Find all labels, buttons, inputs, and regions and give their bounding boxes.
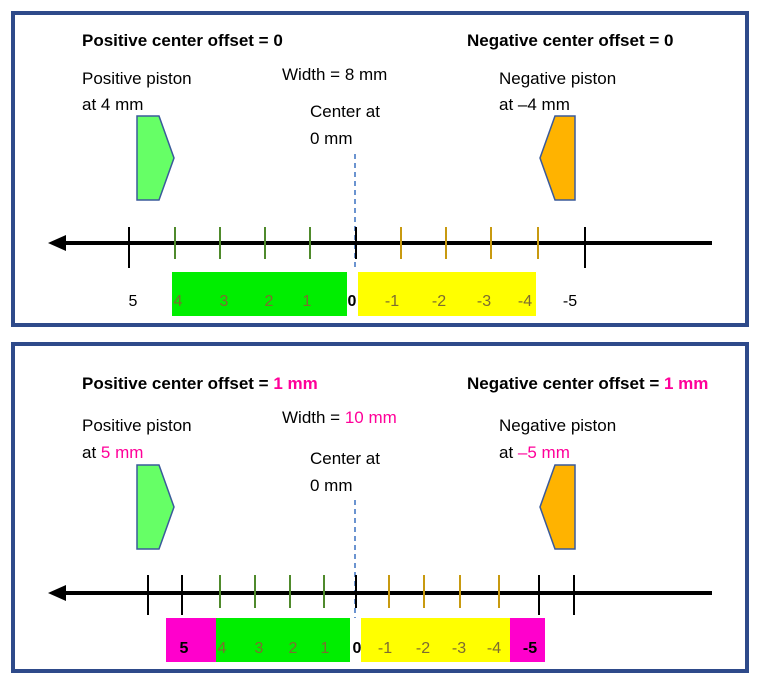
positive-offset-heading: Positive center offset = 0 — [82, 31, 283, 50]
scale-label-4: 4 — [218, 640, 227, 657]
width-label: Width = 8 mm — [282, 65, 387, 84]
scale-label-neg2: -2 — [416, 640, 430, 657]
axis-ticks — [128, 227, 586, 268]
center-label: Center at — [310, 102, 380, 121]
scale-label-4: 4 — [174, 293, 183, 310]
panel-frame — [11, 342, 749, 673]
negative-piston-label: Negative piston — [499, 69, 616, 88]
scale-label-neg3: -3 — [477, 293, 491, 310]
scale-label-neg1: -1 — [378, 640, 392, 657]
positive-extension-bar — [166, 618, 216, 662]
positive-piston-shape — [136, 464, 175, 550]
positive-piston-label: Positive piston — [82, 416, 192, 435]
positive-range-bar — [172, 272, 347, 316]
axis-arrowhead — [48, 585, 66, 601]
positive-piston-label: Positive piston — [82, 69, 192, 88]
positive-offset-heading: Positive center offset = 1 mm — [82, 374, 318, 393]
negative-offset-heading: Negative center offset = 1 mm — [467, 374, 708, 393]
axis-arrowhead — [48, 235, 66, 251]
scale-label-2: 2 — [289, 640, 298, 657]
negative-piston-shape — [539, 464, 576, 550]
scale-label-neg5: -5 — [523, 640, 537, 657]
scale-label-5: 5 — [129, 293, 138, 310]
width-label: Width = 10 mm — [282, 408, 397, 427]
scale-label-neg3: -3 — [452, 640, 466, 657]
axis-ticks — [147, 575, 575, 615]
negative-piston-label: Negative piston — [499, 416, 616, 435]
scale-label-3: 3 — [220, 293, 229, 310]
center-value: 0 mm — [310, 476, 353, 495]
scale-label-neg2: -2 — [432, 293, 446, 310]
scale-label-0: 0 — [348, 293, 357, 310]
panel-zero-offset: Positive center offset = 0 Negative cent… — [11, 11, 749, 327]
scale-label-2: 2 — [265, 293, 274, 310]
panel-one-mm-offset: Positive center offset = 1 mm Negative c… — [11, 342, 749, 673]
negative-range-bar — [361, 618, 510, 662]
scale-label-3: 3 — [255, 640, 264, 657]
scale-label-0: 0 — [353, 640, 362, 657]
scale-label-5: 5 — [180, 640, 189, 657]
positive-piston-position: at 4 mm — [82, 95, 143, 114]
negative-extension-bar — [510, 618, 545, 662]
scale-labels: 5 4 3 2 1 0 -1 -2 -3 -4 -5 — [180, 640, 538, 657]
negative-range-bar — [358, 272, 536, 316]
scale-label-neg4: -4 — [518, 293, 532, 310]
scale-labels: 5 4 3 2 1 0 -1 -2 -3 -4 -5 — [129, 293, 578, 310]
center-value: 0 mm — [310, 129, 353, 148]
scale-label-neg1: -1 — [385, 293, 399, 310]
positive-piston-position: at 5 mm — [82, 443, 143, 462]
scale-label-neg4: -4 — [487, 640, 501, 657]
negative-offset-heading: Negative center offset = 0 — [467, 31, 673, 50]
negative-piston-shape — [539, 115, 576, 201]
scale-label-1: 1 — [321, 640, 330, 657]
scale-label-neg5: -5 — [563, 293, 577, 310]
negative-piston-position: at –5 mm — [499, 443, 570, 462]
center-label: Center at — [310, 449, 380, 468]
negative-piston-position: at –4 mm — [499, 95, 570, 114]
scale-label-1: 1 — [303, 293, 312, 310]
positive-range-bar — [216, 618, 350, 662]
positive-piston-shape — [136, 115, 175, 201]
